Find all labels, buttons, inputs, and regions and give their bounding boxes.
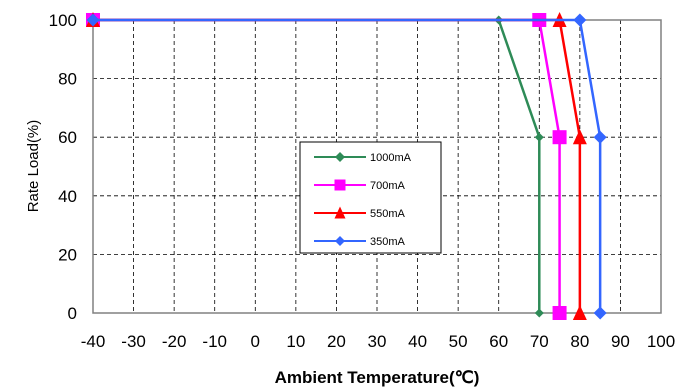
x-tick-label: -40 bbox=[81, 332, 106, 351]
x-axis-ticks: -40 -30 -20 -10 0 10 20 30 40 50 60 70 80 90 100 bbox=[81, 332, 675, 351]
legend-item: 550mA bbox=[314, 206, 406, 220]
x-tick-label: -10 bbox=[202, 332, 227, 351]
series-layer bbox=[86, 12, 607, 320]
x-tick-label: 80 bbox=[570, 332, 589, 351]
legend-marker bbox=[334, 206, 346, 219]
x-tick-label: 50 bbox=[449, 332, 468, 351]
x-tick-label: 10 bbox=[286, 332, 305, 351]
y-tick-label: 100 bbox=[49, 11, 77, 30]
x-tick-label: -30 bbox=[121, 332, 146, 351]
y-tick-label: 40 bbox=[58, 187, 77, 206]
x-tick-label: -20 bbox=[162, 332, 187, 351]
x-tick-label: 90 bbox=[611, 332, 630, 351]
data-point bbox=[552, 306, 567, 320]
data-point bbox=[593, 130, 607, 144]
y-tick-label: 20 bbox=[58, 245, 77, 264]
x-axis-label: Ambient Temperature(℃) bbox=[275, 368, 480, 387]
data-point bbox=[572, 129, 587, 145]
x-tick-label: 0 bbox=[251, 332, 260, 351]
data-point bbox=[573, 13, 587, 27]
legend-box bbox=[299, 141, 442, 254]
data-point bbox=[534, 308, 544, 318]
data-point bbox=[534, 132, 544, 142]
data-point bbox=[593, 306, 607, 320]
series-line bbox=[93, 18, 602, 313]
data-point bbox=[86, 13, 100, 27]
y-axis-label: Rate Load(%) bbox=[25, 120, 42, 213]
legend: 1000mA 700mA 550mA 350mA bbox=[299, 141, 442, 254]
x-tick-label: 60 bbox=[489, 332, 508, 351]
y-axis-ticks: 0 20 40 60 80 100 bbox=[49, 11, 77, 323]
x-tick-label: 70 bbox=[530, 332, 549, 351]
x-tick-label: 100 bbox=[647, 332, 675, 351]
legend-label: 700mA bbox=[370, 180, 406, 192]
legend-item: 350mA bbox=[314, 236, 406, 248]
x-tick-label: 40 bbox=[408, 332, 427, 351]
legend-items: 1000mA 700mA 550mA 350mA bbox=[314, 152, 412, 248]
series-350mA bbox=[86, 13, 607, 320]
legend-marker bbox=[335, 236, 345, 246]
data-point bbox=[572, 305, 587, 320]
x-tick-label: 30 bbox=[368, 332, 387, 351]
legend-label: 350mA bbox=[370, 236, 406, 248]
x-tick-label: 20 bbox=[327, 332, 346, 351]
data-point bbox=[552, 130, 567, 145]
legend-label: 1000mA bbox=[370, 152, 412, 164]
legend-item: 700mA bbox=[314, 179, 406, 192]
y-tick-label: 80 bbox=[58, 70, 77, 89]
y-tick-label: 60 bbox=[58, 128, 77, 147]
legend-marker bbox=[335, 152, 345, 162]
y-tick-label: 0 bbox=[68, 304, 77, 323]
legend-item: 1000mA bbox=[314, 152, 412, 164]
legend-label: 550mA bbox=[370, 208, 406, 220]
legend-marker bbox=[334, 179, 346, 191]
